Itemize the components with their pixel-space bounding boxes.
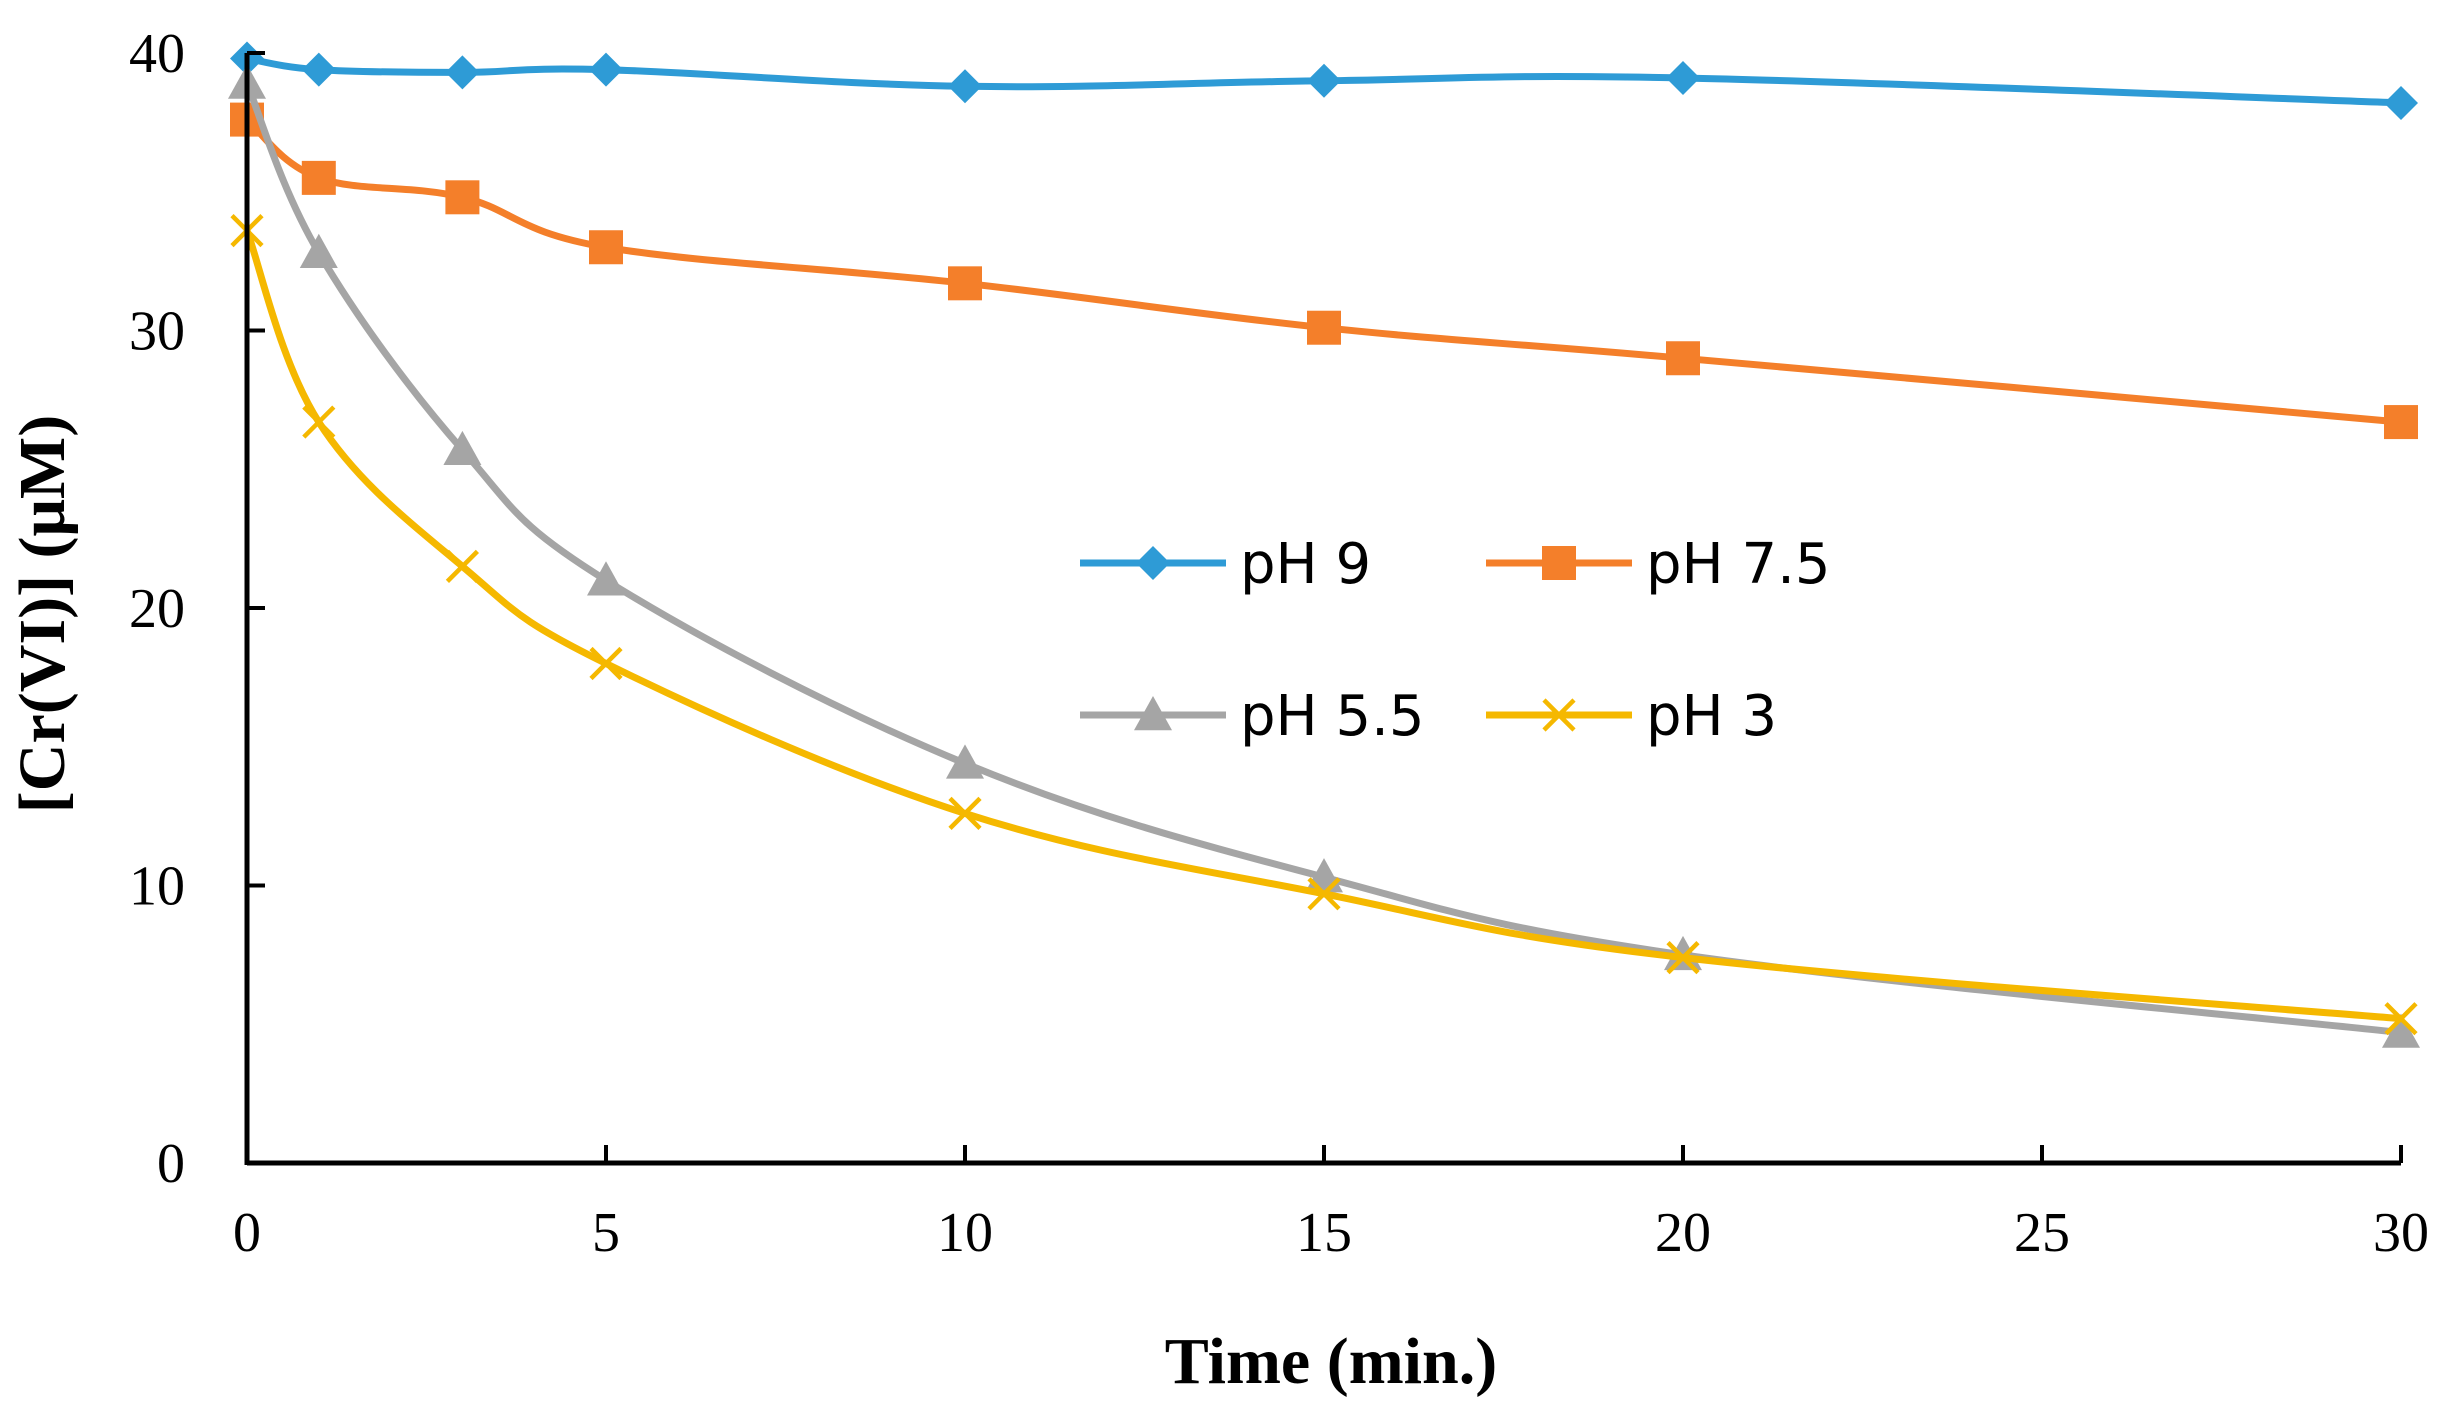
y-tick-label: 0 — [157, 1133, 185, 1195]
data-point-ph-3 — [1307, 877, 1341, 911]
legend-item-ph-5-5: pH 5.5 — [1080, 684, 1425, 749]
legend-label: pH 3 — [1646, 684, 1777, 749]
data-point-ph-3 — [302, 405, 336, 439]
legend-item-ph-9: pH 9 — [1080, 532, 1371, 597]
data-point-ph-3 — [445, 549, 479, 583]
data-point-ph-5-5 — [2382, 1013, 2420, 1048]
y-tick-label: 30 — [129, 301, 185, 363]
legend-item-ph-7-5: pH 7.5 — [1486, 532, 1831, 597]
axes — [244, 51, 2403, 1166]
x-tick-label: 10 — [937, 1202, 993, 1264]
legend-label: pH 5.5 — [1240, 684, 1425, 749]
data-point-ph-3 — [948, 796, 982, 830]
data-point-ph-9 — [301, 52, 336, 87]
data-point-ph-7-5 — [301, 160, 336, 195]
data-point-ph-7-5 — [2384, 405, 2418, 440]
data-point-ph-9 — [1666, 60, 1700, 95]
x-tick-label: 0 — [233, 1202, 261, 1264]
data-point-ph-9 — [948, 69, 982, 104]
data-point-ph-9 — [445, 55, 480, 90]
series-line-ph-7-5 — [243, 116, 2405, 426]
legend-label: pH 9 — [1240, 532, 1371, 597]
x-tick-label: 30 — [2373, 1202, 2429, 1264]
legend-marker — [1136, 546, 1170, 580]
data-point-ph-5-5 — [299, 233, 338, 268]
data-point-ph-7-5 — [1666, 341, 1700, 376]
x-tick-label: 20 — [1655, 1202, 1711, 1264]
x-tick-label: 5 — [592, 1202, 620, 1264]
data-point-ph-7-5 — [589, 230, 623, 265]
data-point-ph-7-5 — [445, 180, 480, 215]
x-tick-label: 25 — [2014, 1202, 2070, 1264]
y-tick-label: 10 — [129, 856, 185, 918]
data-point-ph-7-5 — [948, 266, 982, 301]
legend-marker — [1134, 696, 1172, 731]
data-point-ph-5-5 — [946, 744, 984, 779]
series-ph-9 — [230, 41, 2418, 120]
data-point-ph-5-5 — [587, 561, 625, 596]
series-layer — [228, 41, 2420, 1048]
legend-marker — [1542, 546, 1576, 580]
series-line-ph-3 — [243, 227, 2405, 1023]
data-point-ph-5-5 — [443, 430, 482, 466]
legend: pH 9 pH 7.5 pH 5.5 pH 3 — [1080, 532, 1831, 749]
data-point-ph-9 — [2384, 85, 2418, 120]
legend-marker — [1542, 698, 1576, 732]
legend-label: pH 7.5 — [1646, 532, 1831, 597]
y-tick-label: 40 — [129, 23, 185, 85]
data-point-ph-9 — [1307, 63, 1341, 98]
data-point-ph-7-5 — [1307, 310, 1341, 345]
data-point-ph-3 — [2384, 1002, 2418, 1036]
y-tick-label: 20 — [129, 578, 185, 640]
x-axis-title: Time (min.) — [1165, 1325, 1497, 1398]
legend-item-ph-3: pH 3 — [1486, 684, 1777, 749]
y-axis-title: [Cr(VI)] (μM) — [6, 415, 79, 813]
series-line-ph-9 — [243, 55, 2405, 107]
tick-labels: 0 5 10 15 20 25 30 0 10 20 30 40 — [129, 23, 2429, 1264]
data-point-ph-3 — [589, 646, 623, 681]
series-ph-7-5 — [230, 102, 2418, 440]
x-tick-label: 15 — [1296, 1202, 1352, 1264]
data-point-ph-9 — [589, 52, 623, 87]
data-point-ph-3 — [1666, 941, 1700, 975]
